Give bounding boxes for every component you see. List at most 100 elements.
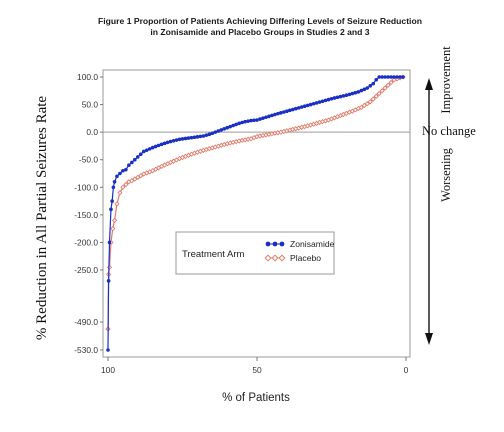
data-point <box>216 129 221 133</box>
data-point <box>195 135 200 139</box>
data-point <box>332 96 337 100</box>
arrow-down-icon <box>425 333 433 345</box>
data-point <box>225 125 229 130</box>
data-point <box>364 101 370 107</box>
legend-marker <box>264 254 272 262</box>
data-point <box>264 115 268 120</box>
data-point <box>110 226 116 232</box>
data-point <box>183 136 188 141</box>
data-point <box>386 75 390 79</box>
data-point <box>367 99 373 105</box>
y-tick-label: 100.0 <box>77 72 98 82</box>
y-tick-label: -50.0 <box>79 155 98 165</box>
data-point <box>123 181 129 188</box>
data-point <box>114 201 120 207</box>
legend-marker <box>278 254 286 262</box>
data-point <box>222 127 227 131</box>
data-point <box>273 112 277 117</box>
data-point <box>124 167 128 172</box>
data-point <box>192 135 197 140</box>
chart-title-line2: in Zonisamide and Placebo Groups in Stud… <box>150 27 370 37</box>
data-point <box>359 88 364 93</box>
data-point <box>350 91 355 96</box>
data-point <box>136 155 140 159</box>
series-zonisamide <box>106 75 405 352</box>
data-point <box>153 144 158 149</box>
data-point <box>314 101 319 105</box>
x-axis-title: % of Patients <box>222 392 290 404</box>
data-point <box>141 149 146 154</box>
data-point <box>287 108 292 113</box>
data-point <box>302 104 307 109</box>
data-point <box>279 111 283 115</box>
data-point <box>156 143 161 148</box>
data-point <box>110 199 114 203</box>
data-point <box>121 168 125 173</box>
x-tick-label: 100 <box>101 365 115 375</box>
data-point <box>210 131 215 136</box>
y-axis-ticks: 100.0 50.0 0.0 -50.0 -100.0 -150.0 -200.0 -250.… <box>74 72 103 355</box>
legend-label: Placebo <box>290 253 321 263</box>
data-point <box>111 217 118 224</box>
data-point <box>365 86 370 90</box>
data-point <box>109 207 113 212</box>
data-point <box>177 137 182 142</box>
data-point <box>252 118 256 123</box>
data-point <box>371 81 376 86</box>
legend: Treatment Arm Zonisamide Placebo <box>175 231 335 275</box>
legend-marker <box>272 241 278 247</box>
data-point <box>219 128 224 132</box>
data-point <box>296 106 301 110</box>
data-point <box>258 117 262 121</box>
data-point <box>147 147 152 151</box>
data-point <box>358 104 364 110</box>
y-tick-label: 50.0 <box>82 100 99 110</box>
arrow-up-icon <box>425 78 433 90</box>
data-point <box>144 148 149 152</box>
series-placebo <box>105 74 406 332</box>
data-point <box>305 103 310 108</box>
legend-item-placebo: Placebo <box>264 253 321 263</box>
no-change-label: No change <box>422 124 476 138</box>
data-point <box>320 99 325 104</box>
data-point <box>115 174 119 179</box>
data-point <box>311 101 316 106</box>
data-point <box>290 107 295 112</box>
data-point <box>380 75 384 79</box>
data-point <box>117 190 123 196</box>
data-point <box>341 94 346 98</box>
data-point <box>112 179 117 184</box>
x-axis-ticks: 100 50 0 <box>101 357 409 375</box>
data-point <box>388 79 394 86</box>
data-point <box>213 130 218 134</box>
data-point <box>361 102 367 109</box>
data-point <box>174 138 179 142</box>
plot-area <box>102 69 411 358</box>
data-point <box>270 113 274 118</box>
y-tick-label: -250.0 <box>74 265 98 275</box>
data-point <box>138 152 143 156</box>
data-point <box>335 95 340 100</box>
data-point <box>246 119 250 123</box>
data-point <box>130 160 134 165</box>
data-point <box>356 90 361 94</box>
legend-item-zonisamide: Zonisamide <box>265 239 335 249</box>
data-point <box>353 90 358 95</box>
data-point <box>243 119 247 124</box>
data-point <box>347 92 352 97</box>
data-point <box>299 105 304 109</box>
legend-marker <box>271 254 279 262</box>
data-point <box>377 75 381 79</box>
data-point <box>165 140 170 145</box>
data-point <box>255 118 259 122</box>
data-point <box>362 87 367 92</box>
y-tick-label: -150.0 <box>74 210 98 220</box>
data-point <box>326 97 331 102</box>
data-point <box>329 96 334 101</box>
y-tick-label: -530.0 <box>74 345 98 355</box>
data-point <box>198 134 203 139</box>
data-point <box>308 102 313 107</box>
data-point <box>228 124 232 129</box>
data-point <box>162 141 167 146</box>
